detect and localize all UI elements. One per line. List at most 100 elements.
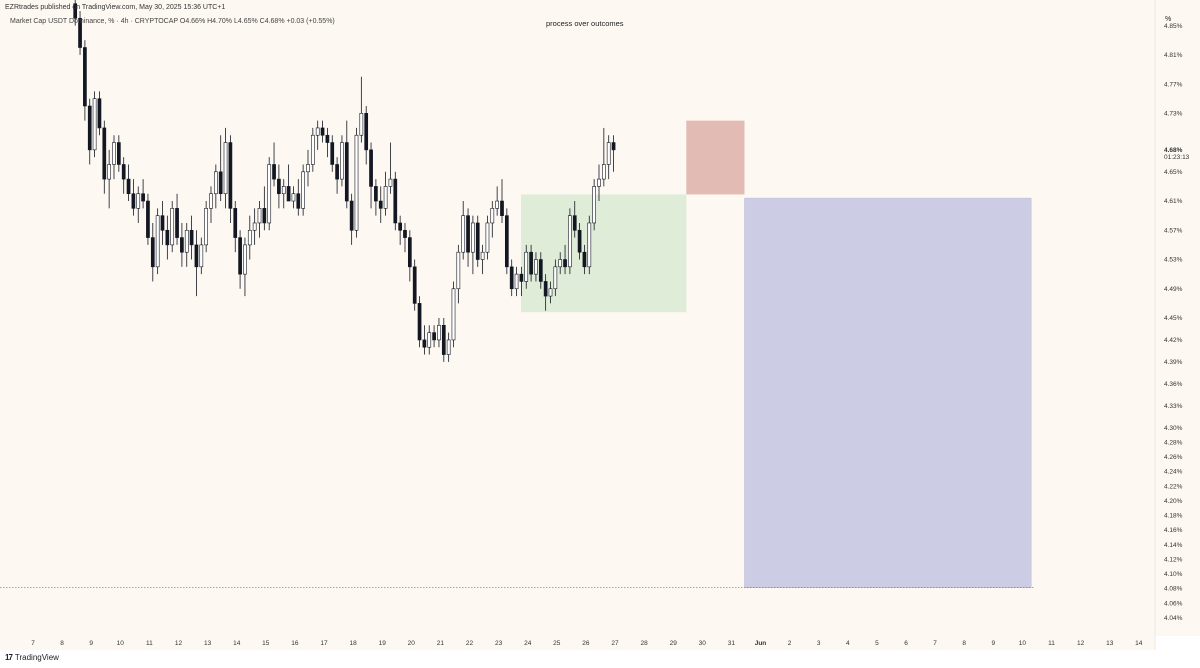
symbol-legend[interactable]: Market Cap USDT Dominance, % · 4h · CRYP… xyxy=(10,18,335,25)
candle-body xyxy=(422,339,427,348)
candle-body xyxy=(538,259,543,282)
time-tick-label: 16 xyxy=(291,640,299,647)
price-tick-label: 4.65% xyxy=(1164,169,1183,176)
candle-body xyxy=(160,215,165,231)
time-tick-label: 10 xyxy=(117,640,125,647)
candle-body xyxy=(87,105,92,151)
last-price-label: 4.68%01:23:13 xyxy=(1158,143,1192,161)
price-tick-label: 4.12% xyxy=(1164,556,1183,563)
candle-body xyxy=(349,200,354,231)
price-tick-label: 4.45% xyxy=(1164,315,1183,322)
price-tick-label: 4.14% xyxy=(1164,542,1183,549)
candle-body xyxy=(150,237,155,268)
candle-body xyxy=(272,164,276,180)
candle-body xyxy=(267,164,272,224)
candle-body xyxy=(446,339,451,355)
candle-body xyxy=(568,215,572,268)
candle-body xyxy=(509,266,514,290)
candle-body xyxy=(83,47,87,107)
tradingview-logo-icon: 17 xyxy=(5,653,13,662)
time-tick-label: 29 xyxy=(670,640,678,647)
candle-body xyxy=(451,288,456,341)
footer-brand[interactable]: 17 TradingView xyxy=(5,653,59,662)
time-tick-label: 28 xyxy=(640,640,648,647)
last-price-value: 4.68% xyxy=(1164,147,1183,154)
candle-body xyxy=(330,142,335,165)
candle-body xyxy=(296,193,301,209)
candle-body xyxy=(247,229,252,246)
brand-label: TradingView xyxy=(14,653,59,662)
candle-body xyxy=(262,208,267,224)
candle-body xyxy=(432,332,436,341)
time-tick-label: 31 xyxy=(728,640,736,647)
price-tick-label: 4.22% xyxy=(1164,483,1183,490)
price-tick-label: 4.04% xyxy=(1164,615,1183,622)
candle-body xyxy=(315,127,320,136)
time-tick-label: 3 xyxy=(817,640,821,647)
candle-body xyxy=(112,142,116,165)
price-tick-label: 4.16% xyxy=(1164,527,1183,534)
candle-body xyxy=(306,164,310,173)
time-tick-label: 13 xyxy=(1106,640,1114,647)
candle-body xyxy=(480,251,485,260)
candle-body xyxy=(403,229,407,238)
candle-body xyxy=(136,193,141,209)
candle-body xyxy=(233,208,238,238)
price-tick-label: 4.10% xyxy=(1164,571,1183,578)
time-tick-label: 9 xyxy=(89,640,93,647)
time-tick-label: 9 xyxy=(991,640,995,647)
time-tick-label: 23 xyxy=(495,640,503,647)
candle-body xyxy=(252,222,257,231)
time-axis-background xyxy=(0,636,1155,650)
time-tick-label: 22 xyxy=(466,640,474,647)
price-tick-label: 4.39% xyxy=(1164,359,1183,366)
candle-body xyxy=(393,178,398,224)
zone-consolidation[interactable] xyxy=(521,194,687,313)
candle-body xyxy=(218,171,223,195)
candle-body xyxy=(209,193,213,209)
candle-body xyxy=(369,149,373,187)
candle-body xyxy=(180,237,184,253)
candle-body xyxy=(495,200,499,209)
time-tick-label: 14 xyxy=(233,640,241,647)
candle-body xyxy=(243,244,247,275)
time-tick-label: 7 xyxy=(933,640,937,647)
candle-body xyxy=(78,17,82,48)
candle-body xyxy=(374,186,378,202)
candle-body xyxy=(92,98,97,151)
candle-body xyxy=(335,164,339,180)
candle-body xyxy=(471,222,475,253)
axis-unit-label[interactable]: % xyxy=(1165,16,1172,23)
candle-body xyxy=(281,186,286,195)
candle-body xyxy=(437,325,441,341)
price-tick-label: 4.53% xyxy=(1164,257,1183,264)
price-tick-label: 4.18% xyxy=(1164,513,1183,520)
candle-body xyxy=(383,186,388,209)
time-tick-label: 24 xyxy=(524,640,532,647)
candle-body xyxy=(97,98,102,129)
candle-body xyxy=(412,266,417,304)
price-tick-label: 4.24% xyxy=(1164,469,1183,476)
candle-body xyxy=(277,178,281,195)
time-tick-label: 12 xyxy=(175,640,183,647)
zone-entry[interactable] xyxy=(686,120,745,195)
time-tick-label: 21 xyxy=(437,640,445,647)
candle-body xyxy=(504,215,509,268)
candle-body xyxy=(116,142,121,165)
candle-body xyxy=(359,113,364,136)
candle-body xyxy=(213,171,218,195)
zone-target[interactable] xyxy=(744,197,1032,589)
time-tick-label: 2 xyxy=(788,640,792,647)
last-price-box xyxy=(1158,143,1192,161)
time-tick-label: 17 xyxy=(320,640,328,647)
candle-body xyxy=(344,142,349,202)
price-tick-label: 4.26% xyxy=(1164,454,1183,461)
candle-body xyxy=(582,251,587,268)
candle-body xyxy=(170,208,175,246)
candle-body xyxy=(301,171,305,209)
candle-body xyxy=(388,178,393,187)
price-tick-label: 4.81% xyxy=(1164,52,1183,59)
candle-body xyxy=(107,164,111,180)
candle-body xyxy=(291,193,296,202)
